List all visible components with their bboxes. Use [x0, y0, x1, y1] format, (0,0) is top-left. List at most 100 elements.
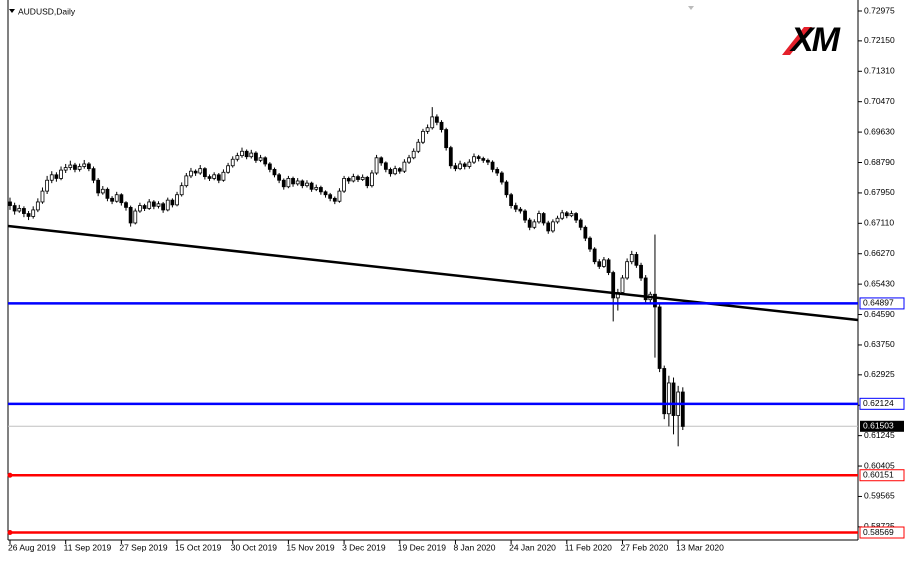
- candle-body: [541, 213, 546, 224]
- level-anchor: [7, 472, 13, 478]
- current-price-box: [860, 420, 904, 432]
- candle-body: [629, 254, 634, 263]
- candle-body: [202, 168, 207, 178]
- logo-slash: [782, 27, 812, 55]
- candle-body: [680, 391, 685, 427]
- candle-body: [462, 163, 467, 167]
- candle-body: [235, 155, 240, 160]
- candle-body: [216, 174, 221, 181]
- y-tick-label: 0.60405: [864, 460, 895, 470]
- candle-body: [258, 157, 263, 161]
- candle-body: [226, 165, 230, 173]
- candle-body: [198, 168, 203, 174]
- y-tick-label: 0.70470: [864, 96, 895, 106]
- candle-body: [606, 259, 611, 273]
- candle-body: [560, 212, 565, 219]
- candle-body: [421, 130, 425, 143]
- candle-body: [244, 150, 249, 158]
- candle-body: [411, 150, 416, 159]
- candle-body: [379, 157, 384, 164]
- candle-body: [45, 179, 50, 192]
- candle-body: [365, 176, 370, 187]
- candle-body: [532, 221, 537, 228]
- x-tick-label: 15 Nov 2019: [286, 542, 334, 552]
- y-tick-label: 0.62925: [864, 369, 895, 379]
- candle-body: [383, 162, 388, 170]
- candle-body: [671, 382, 676, 416]
- candle-body: [221, 171, 226, 181]
- y-tick-label: 0.58725: [864, 521, 895, 531]
- candle-body: [291, 178, 295, 185]
- candle-body: [35, 201, 40, 211]
- chart-title: AUDUSD,Daily: [18, 6, 76, 16]
- candle-body: [592, 248, 597, 263]
- candle-body: [402, 161, 407, 172]
- y-tick-label: 0.66270: [864, 248, 895, 258]
- shift-marker: [688, 6, 694, 10]
- candle-body: [486, 159, 490, 163]
- candle-body: [458, 163, 462, 170]
- candle-body: [388, 168, 393, 175]
- candle-body: [546, 222, 551, 232]
- level-label-box: [859, 526, 905, 539]
- candle-body: [425, 127, 430, 132]
- candle-body: [639, 264, 643, 279]
- candle-body: [156, 203, 161, 207]
- candle-body: [495, 168, 500, 174]
- level-label-box: [859, 397, 905, 410]
- candle-body: [448, 147, 453, 167]
- candle-body: [128, 206, 133, 224]
- level-label-box: [859, 469, 905, 482]
- candle-body: [611, 272, 616, 299]
- candle-body: [277, 174, 282, 181]
- candle-body: [189, 170, 193, 177]
- y-tick-label: 0.67110: [864, 218, 894, 228]
- level-label: 0.62124: [863, 398, 894, 408]
- candle-body: [267, 163, 272, 170]
- candle-body: [17, 208, 22, 212]
- candle-body: [26, 213, 31, 217]
- candle-body: [59, 169, 63, 179]
- candle-body: [472, 156, 476, 163]
- candle-body: [393, 168, 398, 175]
- candle-body: [249, 152, 254, 158]
- candle-body: [370, 172, 374, 187]
- candle-body: [328, 194, 333, 199]
- candle-body: [332, 197, 337, 202]
- candle-body: [407, 157, 411, 163]
- candle-body: [476, 156, 481, 159]
- x-tick-label: 27 Sep 2019: [119, 542, 167, 552]
- candle-body: [73, 164, 77, 170]
- candle-body: [54, 174, 59, 179]
- candle-body: [295, 180, 300, 185]
- candle-body: [518, 208, 523, 212]
- candle-body: [63, 167, 68, 171]
- menu-arrow[interactable]: [9, 9, 15, 13]
- candle-body: [666, 382, 671, 415]
- candle-body: [504, 181, 509, 196]
- x-tick-label: 11 Sep 2019: [64, 542, 112, 552]
- candle-body: [360, 176, 365, 180]
- candle-body: [240, 150, 244, 157]
- candle-body: [8, 201, 12, 206]
- candle-body: [643, 277, 648, 301]
- x-tick-label: 24 Jan 2020: [509, 542, 556, 552]
- candle-body: [96, 179, 101, 194]
- candle-body: [49, 174, 54, 181]
- candle-body: [309, 182, 314, 190]
- candle-body: [597, 261, 602, 267]
- candle-body: [662, 368, 667, 415]
- x-tick-label: 8 Jan 2020: [453, 542, 495, 552]
- candle-body: [86, 163, 91, 170]
- candle-body: [165, 199, 170, 211]
- y-tick-label: 0.67950: [864, 187, 895, 197]
- x-tick-label: 13 Mar 2020: [676, 542, 724, 552]
- candle-body: [147, 201, 152, 209]
- candle-body: [453, 165, 458, 170]
- candle-body: [68, 164, 73, 168]
- candle-body: [602, 259, 606, 267]
- candle-body: [263, 157, 268, 165]
- candle-body: [583, 226, 588, 239]
